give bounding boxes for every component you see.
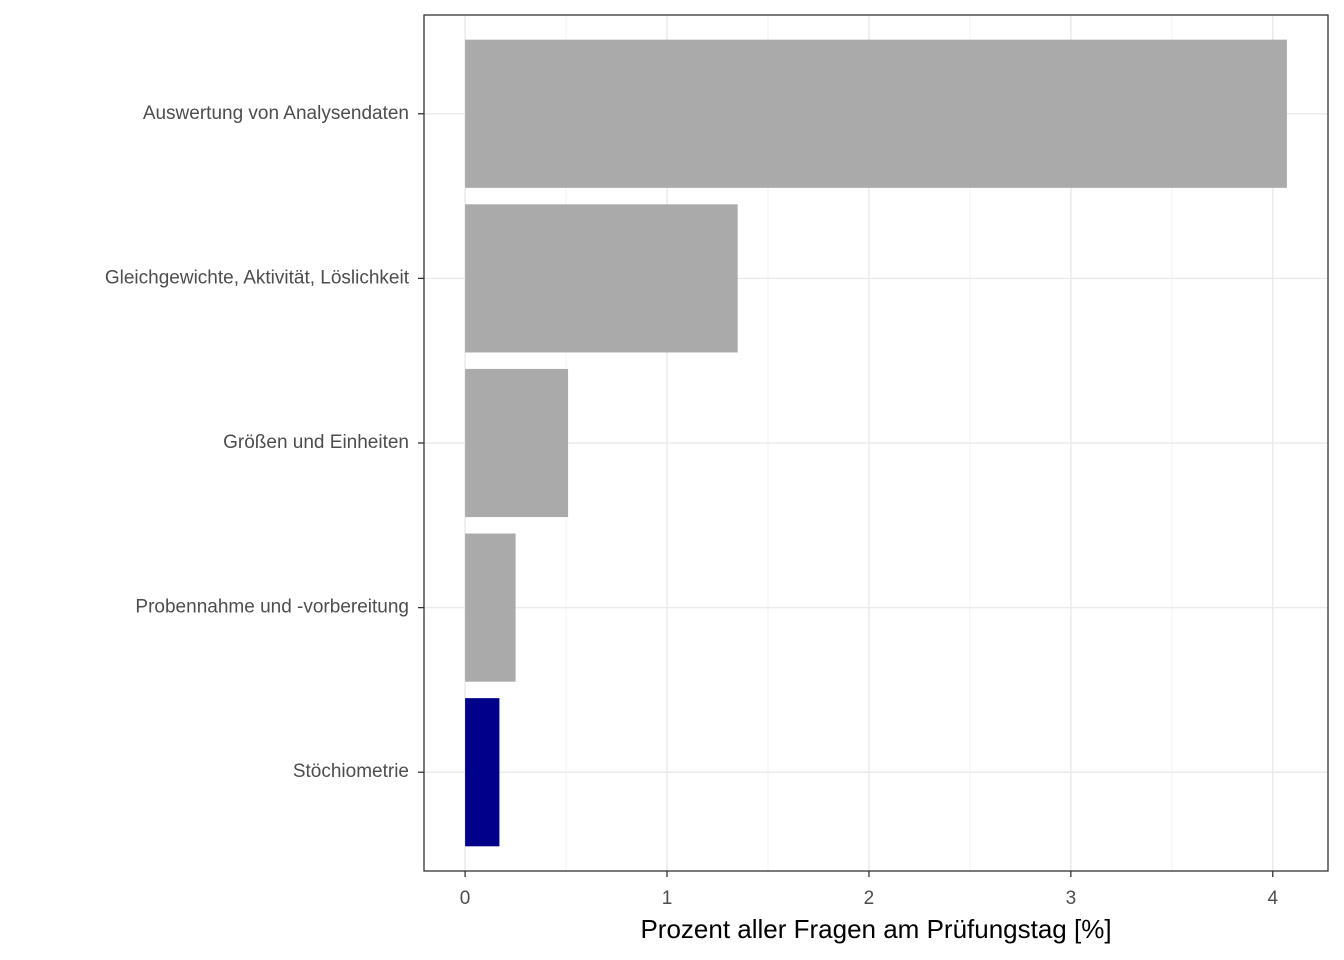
bar	[465, 204, 738, 353]
x-tick-label: 0	[460, 888, 471, 909]
bar	[465, 533, 516, 682]
x-tick-label: 3	[1066, 888, 1077, 909]
bar	[465, 368, 569, 518]
y-tick-label: Gleichgewichte, Aktivität, Löslichkeit	[105, 267, 410, 288]
bar	[465, 39, 1287, 188]
bars	[465, 39, 1287, 847]
y-tick-label: Auswertung von Analysendaten	[143, 103, 409, 124]
x-tick-label: 4	[1267, 888, 1278, 909]
y-tick-label: Stöchiometrie	[293, 761, 409, 782]
x-axis-title: Prozent aller Fragen am Prüfungstag [%]	[640, 914, 1111, 944]
y-tick-label: Probennahme und -vorbereitung	[135, 597, 409, 618]
bar	[465, 698, 500, 847]
x-tick-label: 1	[662, 888, 673, 909]
y-tick-label: Größen und Einheiten	[223, 432, 409, 453]
x-tick-label: 2	[864, 888, 875, 909]
